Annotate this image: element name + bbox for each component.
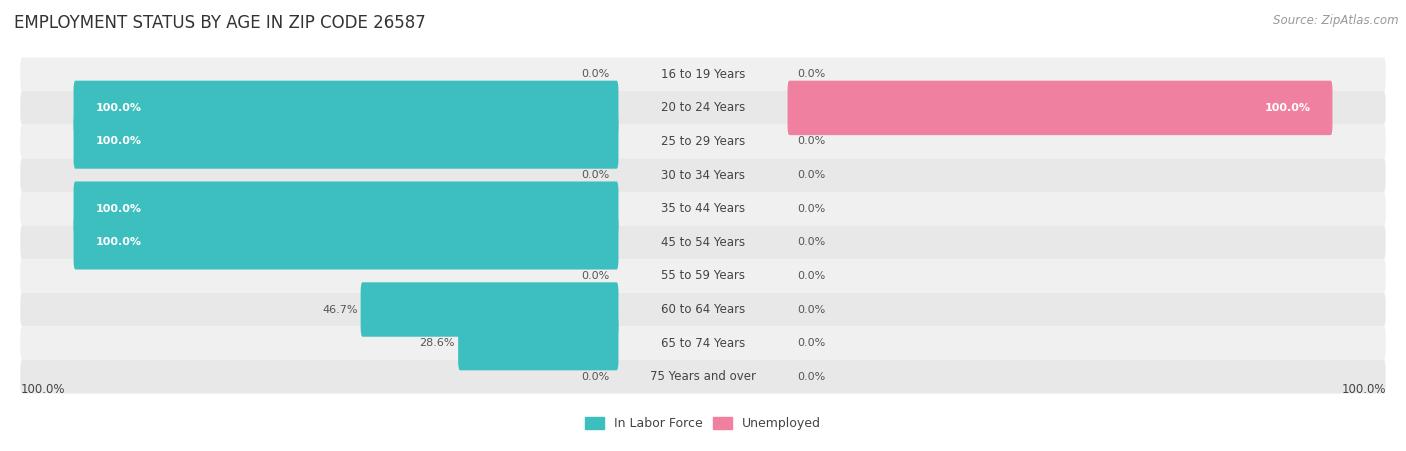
FancyBboxPatch shape [73, 81, 619, 135]
FancyBboxPatch shape [20, 360, 1386, 394]
Text: 16 to 19 Years: 16 to 19 Years [661, 68, 745, 81]
Text: 0.0%: 0.0% [797, 304, 825, 314]
Text: 0.0%: 0.0% [797, 69, 825, 79]
Text: 0.0%: 0.0% [797, 137, 825, 147]
Legend: In Labor Force, Unemployed: In Labor Force, Unemployed [581, 412, 825, 435]
FancyBboxPatch shape [20, 226, 1386, 259]
FancyBboxPatch shape [787, 81, 1333, 135]
Text: 60 to 64 Years: 60 to 64 Years [661, 303, 745, 316]
Text: 0.0%: 0.0% [797, 237, 825, 247]
Text: EMPLOYMENT STATUS BY AGE IN ZIP CODE 26587: EMPLOYMENT STATUS BY AGE IN ZIP CODE 265… [14, 14, 426, 32]
Text: 0.0%: 0.0% [797, 372, 825, 382]
Text: 30 to 34 Years: 30 to 34 Years [661, 169, 745, 182]
FancyBboxPatch shape [361, 282, 619, 337]
Text: 100.0%: 100.0% [1264, 103, 1310, 113]
FancyBboxPatch shape [20, 158, 1386, 192]
Text: Source: ZipAtlas.com: Source: ZipAtlas.com [1274, 14, 1399, 27]
FancyBboxPatch shape [73, 215, 619, 270]
FancyBboxPatch shape [73, 114, 619, 169]
FancyBboxPatch shape [20, 124, 1386, 158]
Text: 100.0%: 100.0% [96, 137, 142, 147]
Text: 55 to 59 Years: 55 to 59 Years [661, 269, 745, 282]
Text: 0.0%: 0.0% [797, 338, 825, 348]
Text: 0.0%: 0.0% [581, 170, 609, 180]
FancyBboxPatch shape [20, 192, 1386, 226]
Text: 35 to 44 Years: 35 to 44 Years [661, 202, 745, 215]
FancyBboxPatch shape [73, 181, 619, 236]
Text: 0.0%: 0.0% [797, 271, 825, 281]
FancyBboxPatch shape [20, 91, 1386, 124]
Text: 100.0%: 100.0% [20, 383, 65, 396]
FancyBboxPatch shape [20, 293, 1386, 327]
Text: 45 to 54 Years: 45 to 54 Years [661, 236, 745, 249]
Text: 100.0%: 100.0% [96, 204, 142, 214]
Text: 0.0%: 0.0% [581, 372, 609, 382]
Text: 0.0%: 0.0% [581, 271, 609, 281]
FancyBboxPatch shape [20, 259, 1386, 293]
FancyBboxPatch shape [20, 327, 1386, 360]
FancyBboxPatch shape [458, 316, 619, 370]
FancyBboxPatch shape [20, 57, 1386, 91]
Text: 75 Years and over: 75 Years and over [650, 370, 756, 383]
Text: 65 to 74 Years: 65 to 74 Years [661, 336, 745, 350]
Text: 100.0%: 100.0% [96, 103, 142, 113]
Text: 46.7%: 46.7% [322, 304, 357, 314]
Text: 100.0%: 100.0% [96, 237, 142, 247]
Text: 0.0%: 0.0% [581, 69, 609, 79]
Text: 25 to 29 Years: 25 to 29 Years [661, 135, 745, 148]
Text: 0.0%: 0.0% [797, 170, 825, 180]
Text: 20 to 24 Years: 20 to 24 Years [661, 101, 745, 115]
Text: 0.0%: 0.0% [797, 204, 825, 214]
Text: 28.6%: 28.6% [419, 338, 456, 348]
Text: 100.0%: 100.0% [1341, 383, 1386, 396]
